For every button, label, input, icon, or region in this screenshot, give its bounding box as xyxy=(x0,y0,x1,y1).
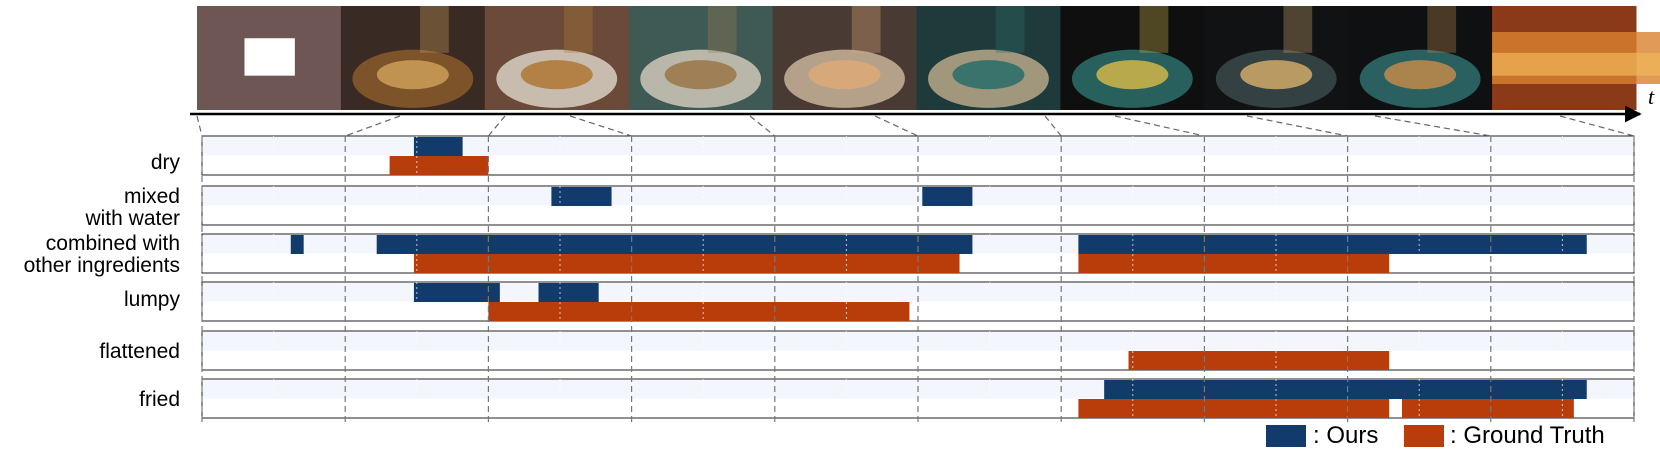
frame-connector xyxy=(749,115,776,137)
video-frame xyxy=(1348,6,1493,110)
ours-bar xyxy=(551,187,612,206)
ground-truth-bar xyxy=(1402,399,1574,418)
frame-connector xyxy=(1374,115,1491,137)
frame-connector xyxy=(874,115,919,137)
frame-connector xyxy=(1246,115,1348,137)
legend: : Ours : Ground Truth xyxy=(1266,422,1605,449)
frame-connector xyxy=(1114,115,1205,137)
frame-connector xyxy=(569,115,632,137)
legend-label-ground-truth: : Ground Truth xyxy=(1450,422,1605,449)
video-frame xyxy=(772,6,917,110)
ours-bar xyxy=(413,283,500,302)
row-label: dry xyxy=(151,151,181,174)
time-axis-label: t xyxy=(1648,84,1655,109)
ground-truth-bar xyxy=(1078,399,1390,418)
video-frame xyxy=(1492,6,1660,110)
video-frame xyxy=(1204,6,1349,110)
video-frame xyxy=(340,6,486,110)
row-label: mixed xyxy=(124,185,180,208)
ours-bar xyxy=(1078,235,1587,254)
row-label: lumpy xyxy=(124,288,181,311)
video-frame xyxy=(197,6,342,110)
frame-connector xyxy=(344,115,401,137)
video-frame xyxy=(628,6,774,110)
legend-swatch-ground-truth xyxy=(1404,425,1444,447)
row-label: combined with xyxy=(46,232,180,255)
frame-connector xyxy=(196,115,203,137)
ours-bar xyxy=(413,137,463,156)
frame-connector xyxy=(1044,115,1062,137)
video-frame xyxy=(484,6,630,110)
ours-bar xyxy=(1104,380,1587,399)
ground-truth-bar xyxy=(1078,254,1390,273)
ground-truth-bar xyxy=(389,156,489,175)
ours-bar xyxy=(922,187,973,206)
placeholder-box xyxy=(244,38,295,76)
row-label: other ingredients xyxy=(24,254,180,277)
ground-truth-bar xyxy=(488,302,910,321)
frame-connector xyxy=(1559,115,1635,137)
frame-connectors xyxy=(196,115,1635,425)
ground-truth-bar xyxy=(1128,351,1390,370)
ours-bar xyxy=(538,283,599,302)
time-axis: t xyxy=(190,84,1655,123)
legend-label-ours: : Ours xyxy=(1313,422,1378,449)
ours-bar xyxy=(290,235,304,254)
video-frame xyxy=(916,6,1061,110)
row-label: with water xyxy=(84,207,180,230)
frame-connector xyxy=(487,115,506,137)
legend-swatch-ours xyxy=(1266,425,1306,447)
video-frame xyxy=(1060,6,1205,110)
ground-truth-bar xyxy=(413,254,960,273)
video-frame-strip xyxy=(197,6,1660,110)
ours-bar xyxy=(376,235,973,254)
row-label: fried xyxy=(139,388,180,411)
row-label: flattened xyxy=(99,340,180,363)
